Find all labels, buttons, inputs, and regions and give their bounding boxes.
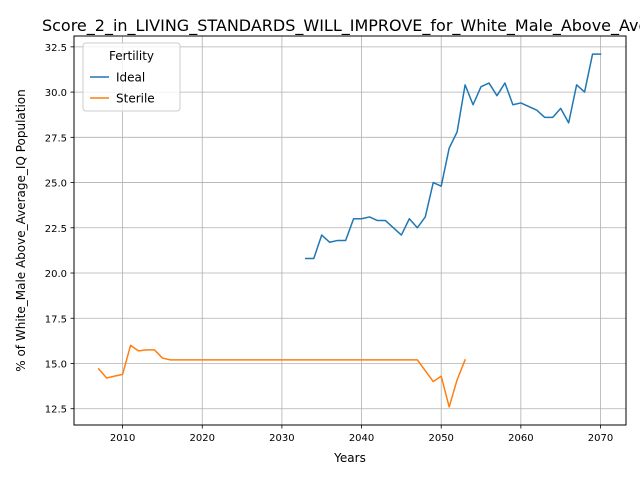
legend: Fertility Ideal Sterile <box>82 42 181 112</box>
y-tick-label: 20.0 <box>45 269 67 280</box>
y-tick-label: 30.0 <box>45 88 67 99</box>
y-tick-label: 32.5 <box>45 43 67 54</box>
y-tick-label: 27.5 <box>45 133 67 144</box>
series-lines <box>97 53 602 408</box>
x-axis: 2010 2020 2030 2040 2050 2060 2070 <box>110 425 613 444</box>
x-tick-label: 2010 <box>110 433 135 444</box>
y-tick-label: 22.5 <box>45 224 67 235</box>
legend-label-ideal: Ideal <box>116 71 145 85</box>
plot-frame <box>73 35 627 426</box>
x-axis-label: Years <box>333 451 366 465</box>
y-tick-label: 25.0 <box>45 179 67 190</box>
y-tick-label: 12.5 <box>45 405 67 416</box>
x-tick-label: 2070 <box>588 433 613 444</box>
x-tick-label: 2020 <box>190 433 215 444</box>
x-tick-label: 2030 <box>269 433 294 444</box>
series-line-sterile <box>97 344 467 408</box>
legend-box <box>82 42 181 112</box>
grid-lines <box>74 36 626 425</box>
chart-title: Score_2_in_LIVING_STANDARDS_WILL_IMPROVE… <box>42 16 640 36</box>
legend-title: Fertility <box>109 49 154 63</box>
y-tick-label: 17.5 <box>45 314 67 325</box>
x-tick-label: 2060 <box>508 433 533 444</box>
y-tick-label: 15.0 <box>45 359 67 370</box>
x-tick-label: 2040 <box>349 433 374 444</box>
y-axis-label: % of White_Male Above_Average_IQ Populat… <box>14 89 28 372</box>
x-tick-label: 2050 <box>428 433 453 444</box>
series-line-ideal <box>305 53 602 260</box>
legend-label-sterile: Sterile <box>116 92 155 106</box>
y-axis: 12.5 15.0 17.5 20.0 22.5 25.0 27.5 30.0 32.5 <box>45 43 74 416</box>
